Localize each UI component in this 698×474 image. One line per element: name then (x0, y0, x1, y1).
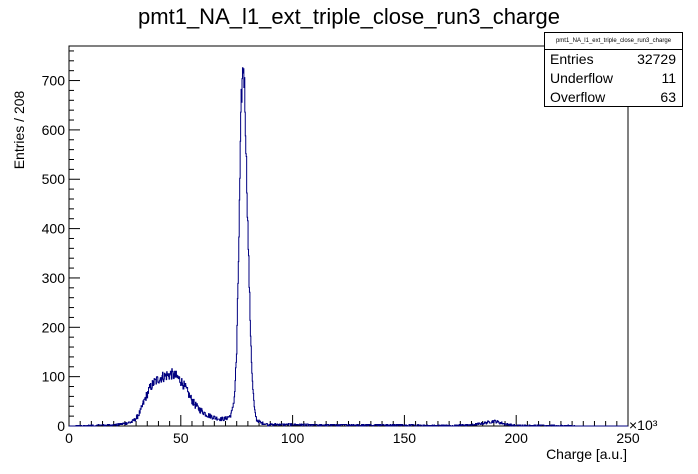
x-axis-ticks: 0 50 100 150 200 250 (65, 415, 640, 446)
x-axis-multiplier: ×10³ (629, 417, 658, 433)
stats-row-overflow: Overflow 63 (545, 88, 682, 107)
x-tick-label: 0 (65, 430, 73, 446)
y-tick-label: 500 (42, 171, 66, 187)
y-tick-label: 700 (42, 73, 66, 89)
histogram-series-line (69, 67, 629, 427)
y-tick-label: 100 (42, 369, 66, 385)
x-axis-label: Charge [a.u.] (546, 446, 627, 462)
y-tick-label: 0 (57, 418, 65, 434)
stats-label-overflow: Overflow (550, 89, 606, 105)
chart-title: pmt1_NA_l1_ext_triple_close_run3_charge (138, 4, 560, 29)
stats-row-entries: Entries 32729 (545, 50, 682, 69)
stats-value-overflow: 63 (660, 89, 676, 105)
y-axis-label: Entries / 208 (11, 90, 27, 169)
stats-label-underflow: Underflow (550, 70, 614, 86)
stats-value-entries: 32729 (637, 51, 676, 67)
stats-value-underflow: 11 (661, 70, 676, 86)
stats-label-entries: Entries (550, 51, 594, 67)
x-tick-label: 100 (281, 430, 305, 446)
y-axis-ticks: 0 100 200 300 400 500 600 700 (42, 50, 80, 434)
statistics-box: pmt1_NA_l1_ext_triple_close_run3_charge … (544, 32, 683, 107)
y-tick-label: 400 (42, 221, 66, 237)
stats-box-title: pmt1_NA_l1_ext_triple_close_run3_charge (545, 33, 682, 50)
x-tick-label: 150 (393, 430, 417, 446)
stats-row-underflow: Underflow 11 (545, 69, 682, 88)
y-tick-label: 600 (42, 122, 66, 138)
x-tick-label: 250 (616, 430, 640, 446)
y-tick-label: 300 (42, 270, 66, 286)
x-tick-label: 50 (173, 430, 189, 446)
x-tick-label: 200 (505, 430, 529, 446)
y-tick-label: 200 (42, 319, 66, 335)
